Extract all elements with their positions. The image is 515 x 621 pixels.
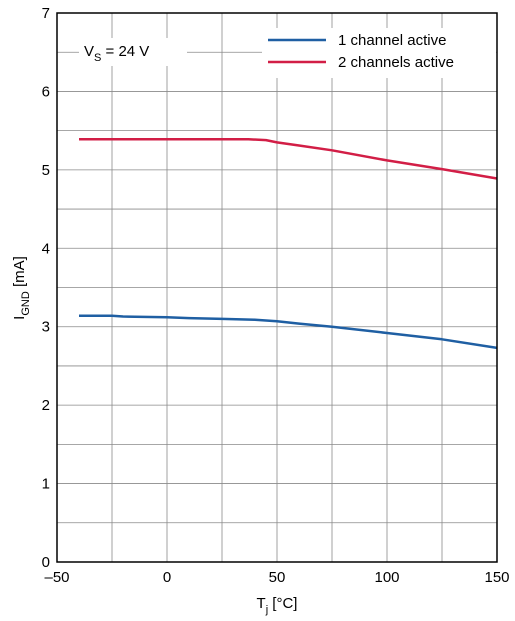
annotation-background [79, 38, 187, 66]
plot-frame [56, 12, 498, 563]
annotation-sub: S [94, 52, 101, 64]
x-tick-label: 100 [374, 569, 399, 586]
annotation-vs: VS = 24 V [84, 43, 149, 64]
y-tick-label: 6 [42, 83, 50, 100]
series-layer [79, 138, 498, 350]
x-axis-label-main: T [257, 595, 266, 612]
x-tick-label: 150 [484, 569, 509, 586]
y-tick-label: 2 [42, 397, 50, 414]
y-tick-label: 1 [42, 476, 50, 493]
y-tick-label: 0 [42, 554, 50, 571]
y-tick-label: 5 [42, 162, 50, 179]
x-tick-label: 50 [269, 569, 286, 586]
legend-label-2: 2 channels active [338, 54, 454, 71]
x-axis-label-sub: j [265, 604, 268, 616]
series-line-2 [79, 138, 498, 180]
y-axis-label-unit: [mA] [11, 256, 28, 291]
series-line-1 [79, 314, 498, 350]
x-tick-label: –50 [44, 569, 69, 586]
x-axis-label-unit: [°C] [268, 595, 297, 612]
x-axis-label: Tj [°C] [257, 595, 298, 616]
y-axis-label-sub: GND [20, 291, 32, 316]
y-axis-label-main: I [11, 316, 28, 320]
y-tick-label: 3 [42, 319, 50, 336]
y-axis-label: IGND [mA] [11, 256, 32, 320]
annotation-main: V [84, 43, 94, 60]
legend-label-1: 1 channel active [338, 32, 446, 49]
y-tick-label: 7 [42, 5, 50, 22]
y-tick-label: 4 [42, 240, 50, 257]
grid [57, 13, 497, 562]
annotation-rest: = 24 V [101, 43, 149, 60]
legend-background [262, 28, 496, 78]
x-tick-label: 0 [163, 569, 171, 586]
